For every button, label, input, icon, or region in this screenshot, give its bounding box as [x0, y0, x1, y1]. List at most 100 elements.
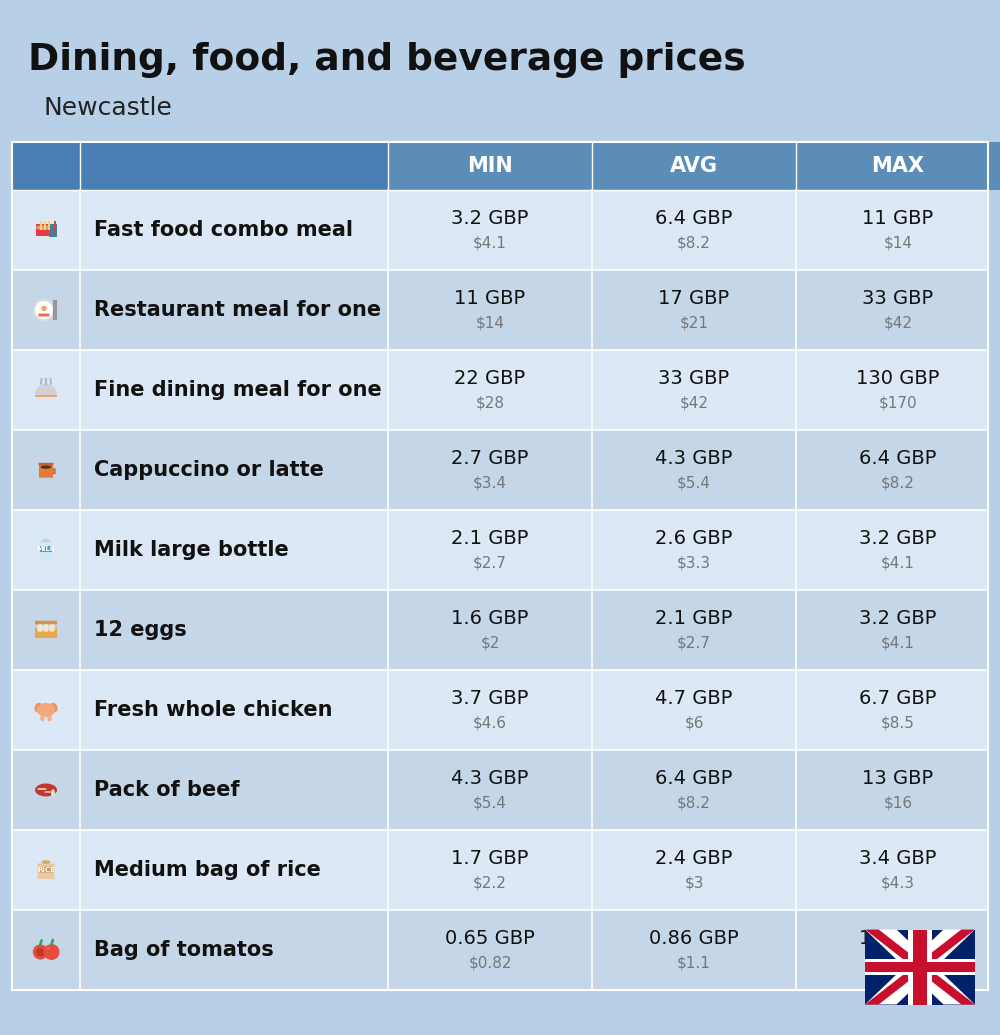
Text: 130 GBP: 130 GBP: [856, 369, 940, 388]
Text: 12 eggs: 12 eggs: [94, 620, 187, 640]
Ellipse shape: [37, 788, 47, 790]
Text: Pack of beef: Pack of beef: [94, 780, 240, 800]
FancyBboxPatch shape: [12, 830, 988, 910]
Text: MAX: MAX: [872, 156, 924, 176]
Wedge shape: [35, 384, 57, 395]
Text: $4.1: $4.1: [473, 236, 507, 250]
Ellipse shape: [35, 393, 57, 397]
Ellipse shape: [40, 715, 45, 721]
FancyBboxPatch shape: [39, 542, 53, 560]
Text: 17 GBP: 17 GBP: [658, 290, 730, 308]
FancyBboxPatch shape: [913, 929, 927, 1005]
Text: 0.65 GBP: 0.65 GBP: [445, 929, 535, 948]
Text: 13 GBP: 13 GBP: [862, 769, 934, 789]
Ellipse shape: [47, 715, 52, 721]
Text: $2.2: $2.2: [473, 876, 507, 890]
Text: $1.1: $1.1: [677, 955, 711, 971]
Text: 22 GBP: 22 GBP: [454, 369, 526, 388]
Text: $8.5: $8.5: [881, 715, 915, 731]
FancyBboxPatch shape: [36, 224, 52, 236]
Ellipse shape: [36, 225, 50, 230]
Text: 2.1 GBP: 2.1 GBP: [451, 530, 529, 549]
FancyBboxPatch shape: [796, 142, 1000, 190]
Text: 3.7 GBP: 3.7 GBP: [451, 689, 529, 709]
FancyBboxPatch shape: [40, 546, 52, 552]
Text: 1.6 GBP: 1.6 GBP: [451, 610, 529, 628]
FancyBboxPatch shape: [12, 142, 80, 190]
FancyBboxPatch shape: [35, 395, 57, 397]
Text: $42: $42: [680, 395, 708, 411]
FancyBboxPatch shape: [40, 866, 52, 873]
Text: 3.4 GBP: 3.4 GBP: [859, 850, 937, 868]
Polygon shape: [39, 538, 53, 542]
Text: $2: $2: [888, 955, 908, 971]
Circle shape: [45, 383, 47, 385]
Text: Cappuccino or latte: Cappuccino or latte: [94, 460, 324, 480]
Text: 6.4 GBP: 6.4 GBP: [655, 769, 733, 789]
Text: 11 GBP: 11 GBP: [454, 290, 526, 308]
Ellipse shape: [40, 465, 52, 469]
Text: Bag of tomatos: Bag of tomatos: [94, 940, 274, 960]
Text: $2: $2: [480, 635, 500, 651]
FancyBboxPatch shape: [865, 963, 975, 972]
FancyBboxPatch shape: [54, 221, 56, 231]
Text: $4.3: $4.3: [881, 876, 915, 890]
Ellipse shape: [39, 305, 49, 313]
Ellipse shape: [37, 703, 55, 717]
Text: $4.1: $4.1: [881, 635, 915, 651]
FancyBboxPatch shape: [35, 621, 57, 624]
Text: $14: $14: [476, 316, 505, 330]
FancyBboxPatch shape: [38, 314, 49, 317]
FancyBboxPatch shape: [12, 190, 988, 270]
FancyBboxPatch shape: [80, 142, 388, 190]
Ellipse shape: [47, 947, 50, 949]
FancyBboxPatch shape: [12, 270, 988, 350]
Text: 4.3 GBP: 4.3 GBP: [655, 449, 733, 469]
FancyBboxPatch shape: [12, 670, 988, 750]
Ellipse shape: [34, 703, 42, 712]
Text: 1.6 GBP: 1.6 GBP: [859, 929, 937, 948]
Text: Restaurant meal for one: Restaurant meal for one: [94, 300, 381, 320]
Text: $8.2: $8.2: [677, 796, 711, 810]
Text: Milk large bottle: Milk large bottle: [94, 540, 289, 560]
FancyBboxPatch shape: [12, 590, 988, 670]
Text: 0.86 GBP: 0.86 GBP: [649, 929, 739, 948]
Text: 2.1 GBP: 2.1 GBP: [655, 610, 733, 628]
Text: Fine dining meal for one: Fine dining meal for one: [94, 380, 382, 400]
Text: $2.7: $2.7: [473, 556, 507, 570]
FancyBboxPatch shape: [12, 430, 988, 510]
Text: $16: $16: [883, 796, 913, 810]
Text: $3.3: $3.3: [677, 556, 711, 570]
Polygon shape: [865, 929, 975, 1005]
Text: 4.7 GBP: 4.7 GBP: [655, 689, 733, 709]
FancyBboxPatch shape: [12, 510, 988, 590]
FancyBboxPatch shape: [35, 627, 57, 638]
FancyBboxPatch shape: [12, 350, 988, 430]
Ellipse shape: [44, 791, 52, 793]
Text: Newcastle: Newcastle: [44, 96, 173, 120]
FancyBboxPatch shape: [12, 910, 988, 990]
Circle shape: [41, 305, 47, 310]
FancyBboxPatch shape: [44, 221, 46, 230]
Text: $3: $3: [684, 876, 704, 890]
Text: $42: $42: [884, 316, 912, 330]
Text: 6.4 GBP: 6.4 GBP: [859, 449, 937, 469]
Text: Fast food combo meal: Fast food combo meal: [94, 220, 353, 240]
FancyBboxPatch shape: [388, 142, 592, 190]
Polygon shape: [865, 929, 975, 1005]
Text: $8.2: $8.2: [677, 236, 711, 250]
Circle shape: [36, 948, 45, 956]
Text: $6: $6: [684, 715, 704, 731]
Text: 3.2 GBP: 3.2 GBP: [859, 530, 937, 549]
Text: 2.6 GBP: 2.6 GBP: [655, 530, 733, 549]
Circle shape: [44, 944, 60, 960]
FancyBboxPatch shape: [49, 224, 57, 237]
Ellipse shape: [37, 624, 43, 631]
Text: MILK: MILK: [36, 546, 56, 552]
Text: $170: $170: [879, 395, 917, 411]
Text: 2.7 GBP: 2.7 GBP: [451, 449, 529, 469]
Text: $2.7: $2.7: [677, 635, 711, 651]
Text: $5.4: $5.4: [677, 475, 711, 491]
Text: Medium bag of rice: Medium bag of rice: [94, 860, 321, 880]
FancyBboxPatch shape: [52, 469, 56, 474]
